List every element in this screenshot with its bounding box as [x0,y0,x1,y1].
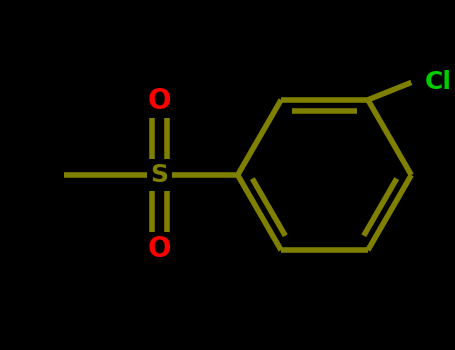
Text: O: O [148,87,172,115]
Text: S: S [151,163,168,187]
Text: Cl: Cl [425,70,451,95]
Text: O: O [148,235,172,263]
